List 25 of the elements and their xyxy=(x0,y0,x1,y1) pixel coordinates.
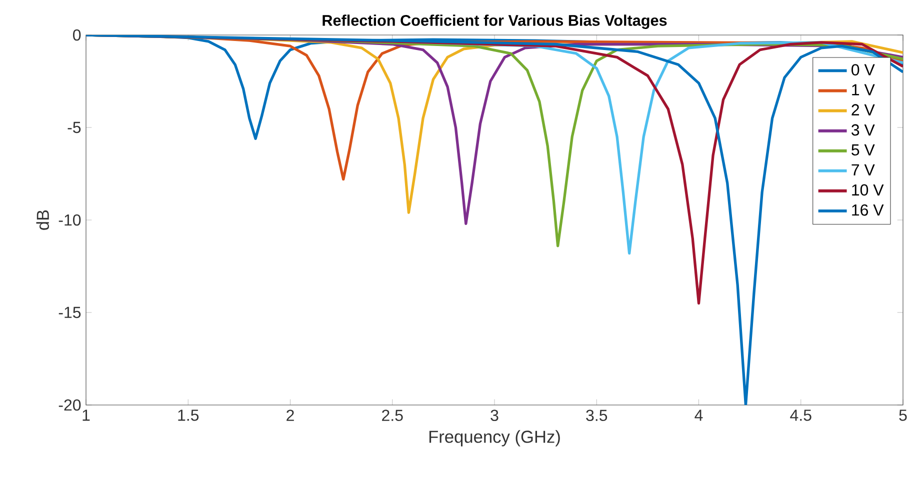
x-tick-label: 3 xyxy=(490,410,498,422)
y-tick-label: -15 xyxy=(58,306,81,318)
x-tick-label: 4 xyxy=(694,410,703,421)
y-axis-title: dB xyxy=(36,210,50,230)
legend-label: 0 V xyxy=(852,64,875,76)
x-tick-label: 2.5 xyxy=(382,410,403,422)
legend-label: 10 V xyxy=(852,184,884,196)
y-tick-label: -10 xyxy=(58,214,81,226)
x-tick-label: 1 xyxy=(82,410,90,421)
x-tick-label: 5 xyxy=(899,410,907,421)
x-tick-label: 3.5 xyxy=(586,410,608,422)
legend-label: 2 V xyxy=(852,104,875,116)
legend-label: 5 V xyxy=(852,144,875,156)
legend-label: 1 V xyxy=(852,84,875,96)
legend-label: 3 V xyxy=(852,124,875,136)
chart-title: Reflection Coefficient for Various Bias Voltages xyxy=(322,14,667,29)
x-tick-label: 1.5 xyxy=(178,410,199,421)
y-tick-label: -5 xyxy=(68,122,81,134)
x-axis-title: Frequency (GHz) xyxy=(429,430,560,446)
y-tick-label: 0 xyxy=(73,29,81,41)
legend-label: 7 V xyxy=(852,164,875,176)
legend-label: 16 V xyxy=(852,204,884,216)
y-tick-label: -20 xyxy=(58,399,81,411)
x-tick-label: 4.5 xyxy=(790,410,812,421)
x-tick-label: 2 xyxy=(286,410,294,421)
